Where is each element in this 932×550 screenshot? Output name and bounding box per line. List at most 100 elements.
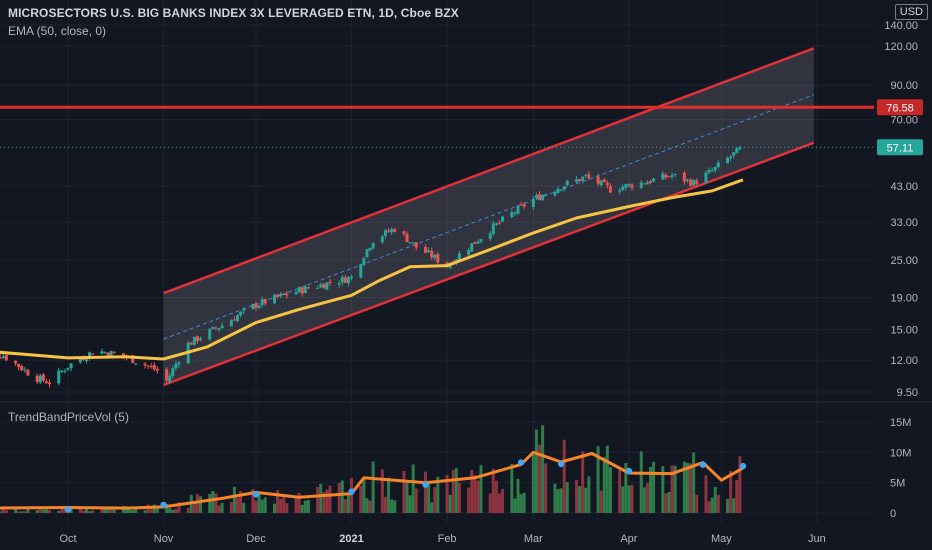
volume-bar-160 (664, 493, 668, 513)
volume-bar-43 (155, 507, 159, 513)
candle-body-101 (408, 242, 412, 244)
candle-body-91 (365, 249, 369, 258)
candle-body-22 (66, 367, 70, 370)
volume-dot-1 (64, 506, 72, 513)
volume-bar-145 (599, 490, 603, 513)
ema-legend[interactable]: EMA (50, close, 0) (8, 24, 107, 38)
candle-body-97 (390, 229, 394, 233)
resistance-price-label: 76.58 (886, 102, 914, 114)
candle-body-133 (544, 194, 548, 196)
candle-body-21 (63, 370, 67, 372)
volume-bar-75 (297, 492, 301, 513)
volume-bar-123 (501, 489, 505, 513)
volume-bar-16 (41, 509, 45, 513)
channel-upper-line[interactable] (163, 47, 815, 295)
volume-bar-38 (134, 507, 138, 513)
candle-body-16 (41, 374, 45, 381)
last-price-label: 57.11 (887, 142, 914, 154)
volume-bar-178 (738, 456, 742, 513)
candle-body-58 (220, 325, 224, 329)
volume-bar-28 (91, 510, 95, 513)
volume-bar-89 (359, 485, 363, 513)
volume-bar-19 (57, 511, 61, 513)
candle-body-69 (272, 294, 276, 304)
currency-badge[interactable]: USD (894, 4, 928, 20)
candle-body-116 (473, 241, 477, 244)
candle-body-61 (236, 315, 240, 322)
volume-bar-39 (143, 510, 147, 513)
volume-bar-49 (186, 507, 190, 513)
ema-line[interactable] (0, 178, 744, 361)
volume-dot-3 (160, 501, 167, 509)
candle-body-120 (491, 223, 495, 235)
candle-body-135 (556, 188, 560, 193)
candle-body-57 (217, 328, 221, 330)
volume-bar-173 (716, 494, 720, 513)
volume-bar-114 (467, 487, 471, 513)
volume-bar-69 (272, 503, 276, 513)
candle-body-6 (0, 357, 2, 359)
volume-bar-11 (20, 511, 24, 513)
candle-body-27 (88, 352, 92, 359)
volume-indicator-legend[interactable]: TrendBandPriceVol (5) (8, 410, 129, 424)
candle-body-68 (263, 299, 267, 304)
candle-body-53 (199, 338, 203, 341)
candle-body-47 (174, 363, 178, 369)
volume-bar-126 (516, 478, 520, 513)
volume-bar-10 (17, 511, 21, 513)
candle-body-44 (165, 369, 169, 381)
candle-body-26 (84, 359, 88, 362)
channel-mid-line[interactable] (163, 94, 815, 340)
volume-bar-83 (328, 485, 332, 513)
price-tick-10: 12.00 (890, 355, 918, 367)
candle-body-96 (387, 230, 391, 232)
volume-bar-166 (689, 463, 693, 513)
channel-lower-line[interactable] (163, 141, 815, 387)
volume-bar-102 (411, 464, 415, 513)
candle-body-137 (562, 186, 566, 190)
candle-body-42 (152, 365, 156, 370)
candle-body-75 (297, 287, 301, 293)
volume-bar-120 (491, 468, 495, 513)
candle-body-23 (69, 363, 73, 369)
candle-body-173 (716, 162, 720, 168)
volume-axis: 15M 10M 5M 0 (890, 417, 911, 520)
volume-bar-78 (306, 499, 310, 513)
price-tick-1: 120.00 (884, 41, 918, 53)
volume-bar-132 (541, 425, 545, 513)
volume-bar-63 (242, 502, 246, 513)
candle-body-32 (109, 351, 113, 358)
candle-body-144 (596, 176, 600, 184)
volume-bar-73 (285, 503, 289, 513)
time-tick-0: Oct (59, 533, 76, 545)
candle-body-171 (710, 170, 714, 172)
candle-body-39 (143, 363, 147, 366)
volume-bar-65 (254, 500, 258, 513)
volume-bar-85 (340, 480, 344, 513)
volume-bar-149 (618, 469, 622, 513)
volume-bar-21 (63, 508, 67, 513)
volume-bar-53 (199, 496, 203, 513)
volume-bar-107 (433, 487, 437, 513)
candle-body-100 (405, 233, 409, 243)
volume-bar-60 (232, 486, 236, 513)
candle-body-166 (689, 179, 693, 186)
price-tick-6: 33.00 (890, 217, 918, 229)
candle-body-76 (300, 287, 304, 294)
candle-body-64 (251, 304, 255, 309)
volume-bar-150 (621, 486, 625, 513)
time-axis[interactable]: Oct Nov Dec 2021 Feb Mar Apr May Jun (59, 533, 825, 545)
price-tick-8: 19.00 (890, 292, 918, 304)
volume-bar-140 (578, 486, 582, 513)
candle-body-51 (192, 336, 196, 345)
volume-bar-17 (44, 509, 48, 513)
volume-bar-176 (732, 498, 736, 513)
candle-body-71 (279, 293, 283, 297)
price-axis[interactable]: 140.00 120.00 90.00 70.00 43.00 33.00 25.00 19.… (884, 20, 918, 399)
candle-body-54 (208, 329, 212, 340)
candle-body-65 (254, 303, 258, 308)
volume-bar-129 (531, 454, 535, 513)
candle-body-70 (276, 294, 280, 297)
candle-body-103 (414, 242, 418, 248)
